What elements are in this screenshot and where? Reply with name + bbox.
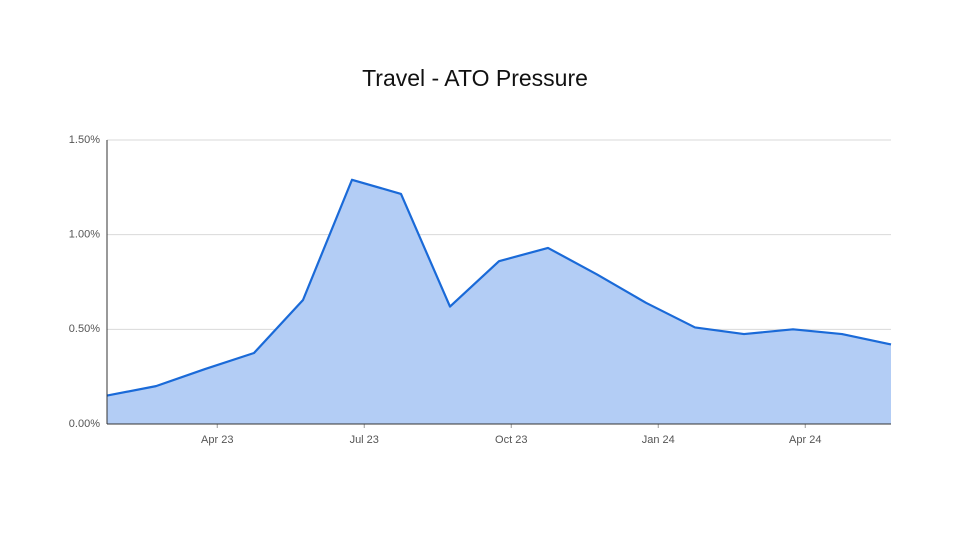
y-tick-label: 1.50%: [69, 134, 100, 146]
x-tick-label: Apr 23: [201, 434, 233, 446]
x-tick-label: Jul 23: [350, 434, 379, 446]
x-tick-label: Jan 24: [642, 434, 675, 446]
chart-title: Travel - ATO Pressure: [362, 65, 588, 91]
y-tick-label: 0.00%: [69, 418, 100, 430]
line: [106, 178, 892, 397]
area-fill: [107, 179, 891, 424]
y-tick-label: 1.00%: [69, 229, 100, 241]
y-tick-label: 0.50%: [69, 323, 100, 335]
x-tick-label: Oct 23: [495, 434, 527, 446]
x-tick-label: Apr 24: [789, 434, 821, 446]
